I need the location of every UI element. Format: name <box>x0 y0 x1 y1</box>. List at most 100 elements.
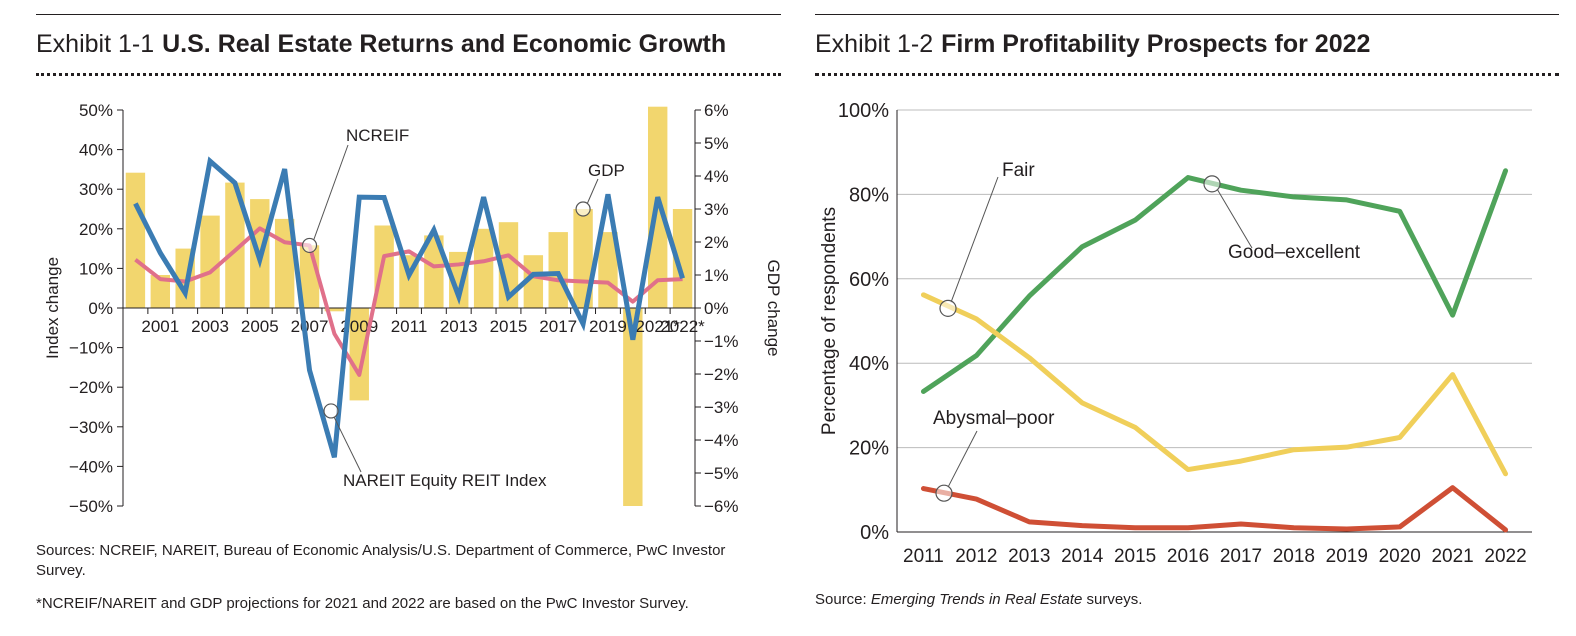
abysmal-poor-marker <box>935 484 953 502</box>
right-tick-label: −5% <box>704 464 739 483</box>
right-tick-label: −3% <box>704 398 739 417</box>
x-tick-label: 2003 <box>191 317 229 336</box>
abysmal-poor-label: Abysmal–poor <box>933 408 1055 429</box>
x-tick-label: 2015 <box>490 317 528 336</box>
gdp-bar <box>523 255 544 308</box>
left-tick-label: 40% <box>79 141 113 160</box>
source-suffix: surveys. <box>1082 591 1143 608</box>
left-tick-label: 0% <box>88 299 113 318</box>
left-tick-label: −30% <box>69 418 113 437</box>
x-tick-label: 2011 <box>903 546 944 567</box>
dotted-divider <box>36 73 781 76</box>
exhibit-number: Exhibit 1-2 <box>815 30 934 58</box>
y-tick-label: 60% <box>849 269 889 291</box>
right-tick-label: 4% <box>704 167 729 186</box>
left-axis-title: Index change <box>43 257 62 359</box>
gdp-bar <box>125 172 146 308</box>
exhibit-title-text: Firm Profitability Prospects for 2022 <box>941 30 1371 58</box>
right-tick-label: −2% <box>704 365 739 384</box>
left-tick-label: −20% <box>69 378 113 397</box>
x-tick-label: 2022* <box>660 317 705 336</box>
source-prefix: Source: <box>815 591 871 608</box>
good-excellent-label: Good–excellent <box>1228 242 1361 263</box>
y-tick-label: 40% <box>849 353 889 375</box>
y-tick-label: 100% <box>838 100 889 122</box>
projection-note: *NCREIF/NAREIT and GDP projections for 2… <box>36 595 689 612</box>
y-tick-label: 20% <box>849 438 889 460</box>
right-tick-label: −4% <box>704 431 739 450</box>
x-tick-label: 2007 <box>291 317 329 336</box>
left-tick-label: −50% <box>69 497 113 516</box>
right-tick-label: −6% <box>704 497 739 516</box>
ncreif-marker <box>301 237 318 254</box>
exhibit-number: Exhibit 1-1 <box>36 30 155 58</box>
x-tick-label: 2011 <box>391 317 428 336</box>
abysmal-poor-line <box>920 485 1509 533</box>
gdp-leader <box>586 178 599 205</box>
good-excellent-leader <box>1216 188 1253 249</box>
sources-note: Sources: NCREIF, NAREIT, Bureau of Econo… <box>36 542 726 579</box>
x-tick-label: 2017 <box>539 317 577 336</box>
left-tick-label: 10% <box>79 259 113 278</box>
right-tick-label: 3% <box>704 200 729 219</box>
top-rule <box>815 14 1559 15</box>
returns-chart: 50% 40% 30% 20% 10% 0% −10% −20% −30% −40% −50% 6% 5… <box>43 101 783 516</box>
x-tick-label: 2012 <box>955 546 997 567</box>
exhibit-title: Exhibit 1-1 U.S. Real Estate Returns and … <box>36 30 726 59</box>
gdp-bar <box>548 232 568 308</box>
y-tick-label: 0% <box>860 522 889 544</box>
gdp-marker <box>575 201 591 217</box>
gdp-bar <box>623 308 643 506</box>
right-tick-label: 2% <box>704 233 729 252</box>
fair-leader <box>950 176 999 303</box>
gdp-bar <box>200 215 220 308</box>
left-tick-label: −10% <box>69 339 113 358</box>
x-tick-label: 2021 <box>1431 546 1473 567</box>
right-tick-label: 0% <box>704 299 729 318</box>
left-tick-label: 20% <box>79 220 113 239</box>
x-tick-label: 2021* <box>635 317 680 336</box>
x-tick-label: 2019 <box>589 317 627 336</box>
gdp-label: GDP <box>588 161 625 180</box>
x-tick-label: 2013 <box>440 317 478 336</box>
good-excellent-marker <box>1203 175 1221 193</box>
x-tick-label: 2015 <box>1114 546 1156 567</box>
gdp-bar <box>324 308 345 312</box>
y-tick-label: 80% <box>849 184 889 206</box>
x-tick-label: 2022 <box>1484 546 1526 567</box>
x-tick-label: 2019 <box>1326 546 1368 567</box>
x-tick-label: 2013 <box>1008 546 1050 567</box>
ncreif-leader <box>313 144 349 241</box>
right-tick-label: −1% <box>704 332 739 351</box>
good-excellent-line <box>920 168 1509 394</box>
x-tick-label: 2020 <box>1379 546 1421 567</box>
fair-line <box>920 292 1509 477</box>
x-tick-label: 2018 <box>1273 546 1315 567</box>
nareit-marker <box>323 403 339 419</box>
right-tick-label: 1% <box>704 266 729 285</box>
x-tick-label: 2001 <box>141 317 179 336</box>
gdp-bar <box>672 209 693 308</box>
source-note: Source: Emerging Trends in Real Estate s… <box>815 590 1535 610</box>
x-tick-label: 2016 <box>1167 546 1209 567</box>
gdp-bar <box>473 228 494 308</box>
right-axis-title: GDP change <box>764 259 783 356</box>
right-tick-label: 6% <box>704 101 729 120</box>
left-tick-label: −40% <box>69 457 113 476</box>
top-rule <box>36 14 781 15</box>
gdp-bar <box>424 235 444 308</box>
gdp-bar <box>598 232 618 308</box>
exhibit-title: Exhibit 1-2 Firm Profitability Prospects … <box>815 30 1370 59</box>
abysmal-poor-leader <box>947 430 978 488</box>
gdp-bar <box>225 182 245 308</box>
ncreif-label: NCREIF <box>346 126 409 145</box>
y-axis-title: Percentage of respondents <box>819 207 840 435</box>
profitability-chart: 100% 80% 60% 40% 20% 0% 2011 2012 2013 2014 2015 20… <box>819 100 1532 567</box>
dotted-divider <box>815 73 1559 76</box>
fair-marker <box>939 299 957 317</box>
gdp-bar <box>150 275 171 308</box>
nareit-label: NAREIT Equity REIT Index <box>343 471 547 490</box>
gdp-bar <box>349 308 369 401</box>
x-tick-label: 2014 <box>1061 546 1104 567</box>
nareit-leader <box>333 416 362 473</box>
